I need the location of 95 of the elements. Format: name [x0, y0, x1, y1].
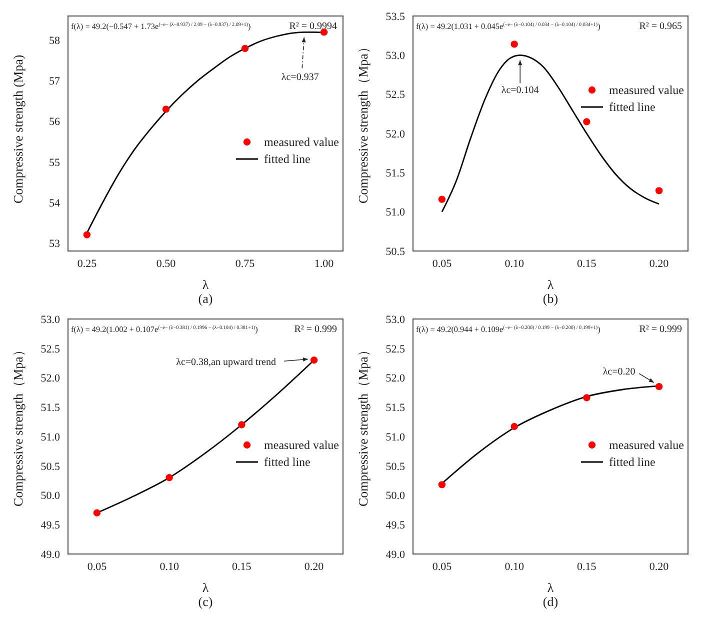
point: [583, 118, 590, 126]
y-tick-label: 51.0: [40, 431, 60, 444]
x-tick-label: 0.05: [432, 560, 452, 573]
legend-label: measured value: [609, 436, 684, 454]
x-tick-label: 0.05: [87, 560, 108, 573]
y-tick-label: 53: [49, 238, 60, 250]
legend-label: fitted line: [264, 454, 310, 470]
point: [166, 474, 173, 482]
x-tick-label: 0.15: [577, 258, 597, 270]
x-tick-label: 0.20: [649, 560, 670, 573]
x-tick-label: 0.10: [160, 560, 180, 573]
y-tick-label: 50.0: [40, 490, 60, 502]
y-tick-label: 51.5: [386, 168, 406, 180]
annotation: R² = 0.999: [294, 324, 337, 335]
legend-label: measured value: [264, 436, 339, 454]
point: [438, 196, 446, 203]
annotation: f(λ) = 49.2(0.944 + 0.109e$^{(−e− (λ−0.200) / 0.199 − (λ−0.200) / 0.199+1)}$): [416, 325, 601, 334]
y-tick-label: 57: [49, 76, 60, 88]
x-axis-title: λ: [547, 580, 554, 595]
point: [583, 394, 590, 402]
y-axis-title: Compressive strength（Mpa）: [10, 344, 26, 506]
x-tick-label: 0.75: [235, 258, 256, 270]
annotation: f(λ) = 49.2(1.031 + 0.045e$^{(−e− (λ−0.104) / 0.034 − (λ−0.104) / 0.034+1)}$): [416, 22, 601, 31]
point: [510, 40, 518, 48]
x-axis-title: λ: [202, 277, 210, 292]
y-tick-label: 52.0: [386, 372, 406, 385]
y-tick-label: 50.0: [386, 490, 406, 502]
x-axis-title: λ: [547, 277, 554, 292]
annotation: λc=0.937: [281, 72, 319, 84]
y-tick-label: 49.0: [386, 548, 406, 561]
text: (b): [542, 291, 560, 307]
legend-label: measured value: [264, 134, 339, 150]
legend-label: fitted line: [609, 98, 656, 116]
y-tick-label: 54: [49, 197, 60, 210]
annotation: λc=0.104: [501, 85, 539, 96]
text: (c): [197, 594, 214, 610]
annotation: R² = 0.9994: [289, 21, 337, 32]
annotation: R² = 0.965: [639, 21, 682, 32]
x-tick-label: 0.15: [577, 560, 597, 573]
x-tick-label: 0.20: [304, 560, 324, 573]
annotation: λc=0.20: [602, 366, 636, 378]
y-tick-label: 51.5: [386, 402, 406, 414]
y-tick-label: 53.0: [386, 50, 406, 62]
y-axis-title: Compressive strength（Mpa）: [356, 344, 371, 506]
y-tick-label: 50.5: [40, 460, 60, 473]
point: [655, 187, 663, 194]
y-tick-label: 53.5: [386, 10, 406, 23]
point: [83, 231, 91, 238]
y-tick-label: 51.0: [386, 206, 406, 219]
y-tick-label: 52.0: [386, 128, 406, 140]
annotation: f(λ) = 49.2(−0.547 + 1.73e$^{(−e− (λ−0.937) / 2.09 − (λ−0.937) / 2.09+1)}$): [71, 22, 252, 31]
annotation: R² = 0.999: [639, 324, 682, 335]
y-tick-label: 51.0: [386, 431, 406, 444]
y-tick-label: 49.5: [40, 520, 60, 532]
point: [655, 382, 663, 390]
y-tick-label: 52.5: [40, 343, 60, 356]
x-tick-label: 0.20: [649, 258, 670, 270]
annotation: λc=0.38,an upward trend: [176, 357, 276, 368]
y-tick-label: 51.5: [40, 402, 60, 414]
point: [310, 356, 318, 364]
y-tick-label: 53.0: [386, 314, 406, 326]
point: [510, 422, 518, 430]
x-tick-label: 0.15: [232, 560, 252, 573]
x-tick-label: 0.25: [77, 258, 98, 270]
legend-label: fitted line: [609, 454, 656, 470]
x-tick-label: 1.00: [314, 258, 334, 270]
line-series: [441, 54, 660, 213]
x-tick-label: 0.10: [504, 258, 524, 270]
point: [93, 509, 101, 516]
y-tick-label: 50.5: [386, 246, 406, 258]
y-tick-label: 49.0: [40, 548, 60, 561]
y-tick-label: 52.5: [386, 343, 406, 356]
y-tick-label: 58: [49, 35, 60, 48]
y-tick-label: 55: [49, 156, 60, 169]
y-tick-label: 52.0: [40, 372, 60, 385]
y-tick-label: 50.5: [386, 460, 406, 473]
point: [241, 44, 249, 52]
x-tick-label: 0.10: [504, 560, 524, 573]
legend-label: fitted line: [264, 150, 310, 168]
point: [238, 421, 246, 428]
y-tick-label: 56: [49, 116, 60, 128]
x-tick-label: 0.05: [432, 258, 452, 270]
y-tick-label: 53.0: [40, 314, 60, 326]
point: [438, 481, 446, 488]
legend-label: measured value: [609, 82, 684, 99]
y-axis-title: Compressive strength（Mpa）: [356, 40, 371, 204]
text: (a): [197, 291, 214, 307]
x-axis-title: λ: [202, 580, 210, 595]
x-tick-label: 0.50: [156, 258, 176, 270]
text: (d): [542, 594, 560, 610]
annotation: f(λ) = 49.2(1.002 + 0.107e$^{(−e− (λ−0.381) / 0.1996 − (λ−0.104) / 0.381+1)}$): [71, 325, 258, 334]
y-tick-label: 52.5: [386, 89, 406, 102]
y-tick-label: 49.5: [386, 520, 406, 532]
y-axis-title: Compressive strength (Mpa): [10, 54, 26, 204]
point: [162, 106, 170, 113]
